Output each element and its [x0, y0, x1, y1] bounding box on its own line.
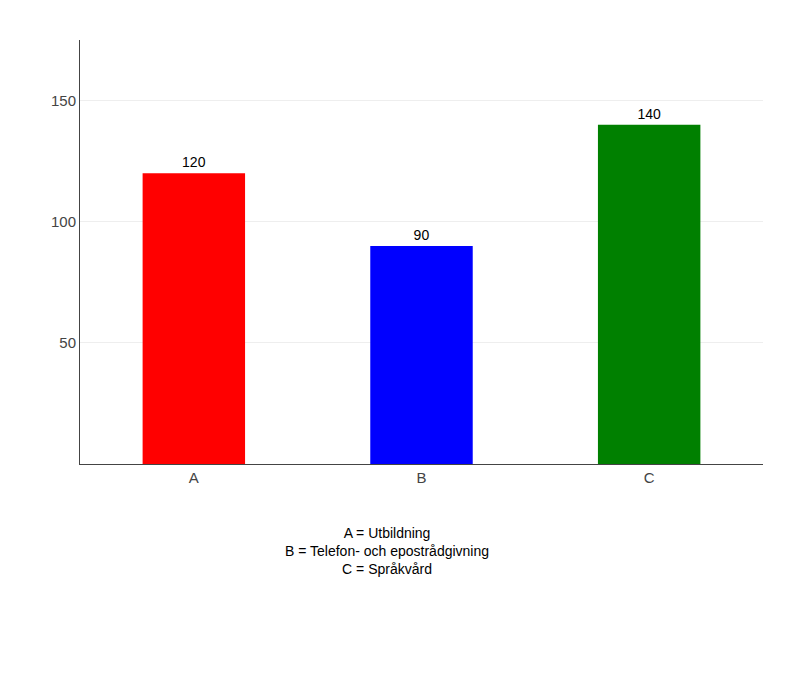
svg-text:140: 140: [637, 106, 661, 122]
svg-text:A: A: [189, 469, 199, 486]
svg-text:A = UtbildningB = Telefon- och: A = UtbildningB = Telefon- och epostrådg…: [285, 525, 489, 577]
svg-text:B: B: [416, 469, 426, 486]
svg-text:90: 90: [414, 227, 430, 243]
svg-text:C: C: [644, 469, 655, 486]
svg-text:100: 100: [51, 213, 76, 230]
svg-text:50: 50: [59, 334, 76, 351]
svg-text:150: 150: [51, 92, 76, 109]
svg-text:120: 120: [182, 154, 206, 170]
